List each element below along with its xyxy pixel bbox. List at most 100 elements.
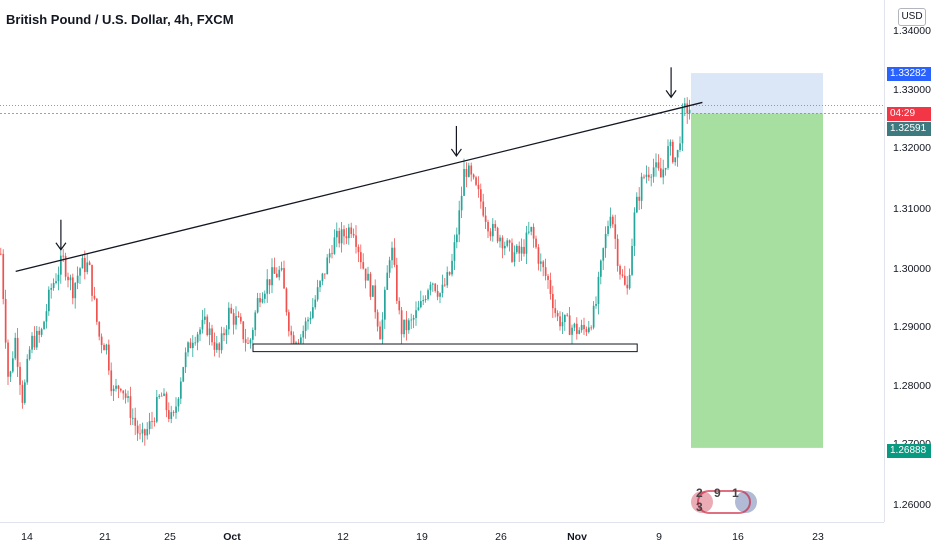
candle-body	[108, 344, 110, 371]
candle-body	[602, 248, 605, 261]
time-tick: 12	[337, 531, 349, 543]
candle-body	[4, 298, 7, 343]
candle-body	[384, 289, 386, 320]
candle-body	[192, 342, 194, 349]
candle-body	[48, 289, 50, 312]
candle-body	[571, 327, 573, 335]
candle-body	[103, 344, 105, 351]
candle-body	[232, 313, 235, 325]
target-zone	[691, 113, 823, 448]
candle-body	[312, 307, 314, 318]
candle-body	[436, 290, 439, 297]
candle-body	[127, 396, 129, 398]
candle-body	[247, 342, 249, 344]
candle-body	[31, 335, 33, 350]
candle-body	[24, 382, 26, 403]
candle-body	[372, 285, 374, 297]
candle-body	[19, 366, 21, 385]
candle-body	[405, 319, 408, 331]
candle-body	[410, 319, 413, 321]
candle-body	[360, 252, 362, 263]
candle-body	[484, 215, 487, 222]
candle-body	[460, 195, 463, 211]
candle-body	[573, 323, 576, 328]
candle-body	[501, 237, 504, 249]
candle-body	[422, 300, 425, 302]
candle-body	[554, 308, 557, 313]
candle-body	[175, 406, 177, 413]
candle-body	[184, 352, 187, 368]
candle-body	[69, 277, 72, 281]
candle-body	[52, 282, 55, 289]
candle-body	[271, 267, 273, 286]
time-tick: 9	[656, 531, 662, 543]
candle-body	[228, 307, 230, 330]
candle-body	[528, 231, 530, 233]
price-scale[interactable]: 1.34000 1.33000 1.32000 1.31000 1.30000 …	[884, 0, 932, 522]
candle-body	[398, 300, 401, 311]
candle-body	[432, 283, 434, 285]
candle-body	[93, 295, 96, 299]
candle-body	[444, 284, 446, 286]
candle-body	[477, 184, 480, 190]
candle-body	[223, 333, 225, 336]
candle-body	[516, 245, 518, 253]
price-tick: 1.34000	[893, 25, 931, 37]
time-scale[interactable]: 14 21 25 Oct 12 19 26 Nov 9 16 23	[0, 522, 884, 551]
candle-body	[211, 328, 213, 343]
candle-body	[511, 242, 513, 262]
candle-body	[21, 384, 24, 403]
candle-body	[600, 260, 602, 277]
candle-body	[302, 330, 305, 338]
candle-body	[259, 298, 261, 303]
candle-body	[86, 262, 89, 272]
candle-body	[580, 324, 583, 331]
candle-body	[278, 269, 281, 278]
candle-body	[2, 253, 5, 299]
candle-body	[129, 396, 132, 418]
candle-body	[626, 284, 629, 289]
candle-body	[220, 333, 223, 351]
currency-button[interactable]: USD	[898, 8, 926, 26]
candle-body	[206, 316, 209, 335]
candle-body	[679, 143, 681, 151]
candle-body	[446, 272, 449, 286]
candle-body	[364, 268, 367, 281]
candle-body	[336, 230, 338, 238]
candle-body	[67, 276, 69, 281]
candle-body	[280, 268, 283, 270]
candle-body	[681, 107, 684, 144]
candle-body	[417, 307, 420, 311]
candle-body	[343, 229, 345, 237]
candle-body	[518, 245, 521, 254]
candle-body	[172, 412, 175, 413]
candle-body	[26, 358, 29, 383]
candle-body	[520, 246, 523, 254]
candle-body	[415, 310, 417, 319]
candle-body	[122, 390, 125, 394]
candle-body	[124, 393, 127, 398]
candle-body	[552, 293, 554, 309]
candle-body	[177, 398, 180, 407]
candle-body	[388, 260, 391, 273]
candle-body	[132, 417, 134, 419]
candle-body	[643, 176, 645, 178]
candle-body	[60, 255, 62, 275]
candle-body	[544, 267, 547, 276]
candle-body	[218, 343, 221, 351]
candle-body	[628, 274, 631, 289]
time-tick: 25	[164, 531, 176, 543]
candle-body	[117, 385, 120, 389]
candle-body	[396, 264, 398, 301]
candle-body	[504, 245, 506, 249]
chart-canvas[interactable]	[0, 0, 884, 522]
time-tick: 23	[812, 531, 824, 543]
candle-body	[225, 329, 228, 336]
candle-body	[242, 321, 245, 340]
stop-price-badge: 1.26888	[887, 444, 931, 458]
candle-body	[50, 288, 53, 290]
candle-body	[667, 146, 669, 168]
candle-body	[348, 227, 350, 239]
candle-body	[609, 216, 612, 227]
